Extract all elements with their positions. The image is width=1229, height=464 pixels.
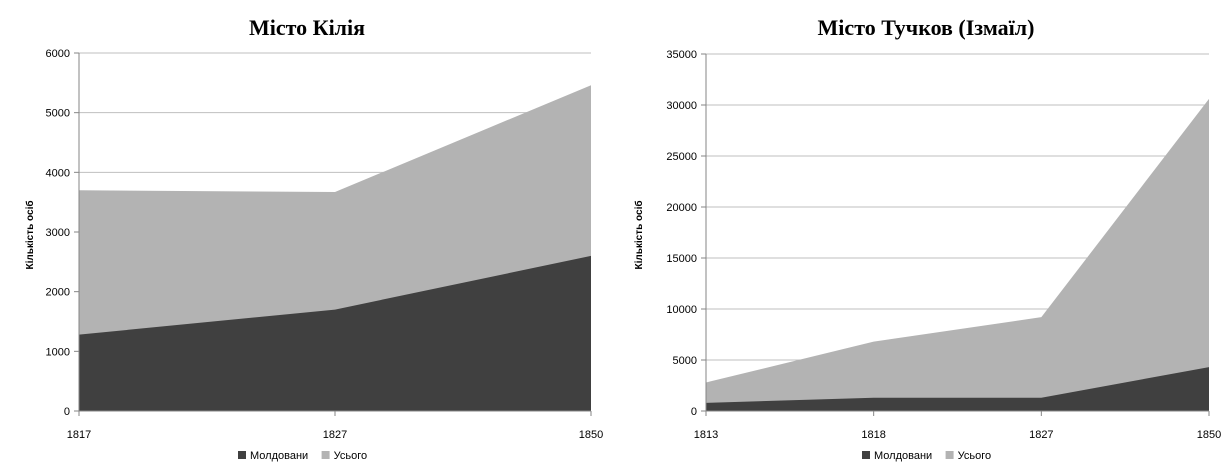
y-tick-label: 35000 xyxy=(666,49,697,61)
x-tick-label: 1850 xyxy=(1197,429,1221,441)
y-tick-label: 3000 xyxy=(46,227,70,239)
chart-title: Місто Кілія xyxy=(249,15,365,40)
x-tick-label: 1817 xyxy=(67,429,91,441)
area-moldovans xyxy=(79,255,591,411)
legend-label-total: Усього xyxy=(334,450,368,462)
y-tick-label: 6000 xyxy=(46,48,70,60)
area-moldovans xyxy=(706,367,1209,411)
x-tick-labels: 1813 1818 1827 1850 xyxy=(694,429,1221,441)
chart-kiliia-svg: Місто Кілія 0 1000 2000 3000 4000 5000 6000 18… xyxy=(24,15,603,462)
x-tick-label: 1818 xyxy=(861,429,885,441)
chart-kiliia: Місто Кілія 0 1000 2000 3000 4000 5000 6000 18… xyxy=(0,0,614,464)
axes xyxy=(74,52,592,416)
y-tick-label: 20000 xyxy=(666,202,697,214)
y-tick-label: 1000 xyxy=(46,346,70,358)
y-tick-label: 10000 xyxy=(666,304,697,316)
y-tick-label: 5000 xyxy=(46,108,70,120)
y-tick-label: 4000 xyxy=(46,167,70,179)
legend-swatch-moldovans xyxy=(862,451,870,459)
y-tick-label: 15000 xyxy=(666,253,697,265)
y-tick-labels: 0 1000 2000 3000 4000 5000 6000 xyxy=(46,48,70,418)
y-axis-title: Кількість осіб xyxy=(24,200,36,269)
area-series xyxy=(706,98,1209,411)
legend: Молдовани Усього xyxy=(238,450,367,462)
y-tick-label: 30000 xyxy=(666,100,697,112)
chart-tuchkov-svg: Місто Тучков (Ізмаїл) 0 5000 10000 15000 200… xyxy=(633,15,1221,462)
legend-swatch-moldovans xyxy=(238,451,246,459)
legend-swatch-total xyxy=(321,451,330,459)
y-tick-label: 25000 xyxy=(666,151,697,163)
y-tick-label: 5000 xyxy=(673,355,697,367)
legend-label-moldovans: Молдовани xyxy=(874,450,932,462)
x-tick-labels: 1817 1827 1850 xyxy=(67,429,603,441)
y-tick-labels: 0 5000 10000 15000 20000 25000 30000 35000 xyxy=(666,49,697,418)
x-tick-label: 1850 xyxy=(579,429,603,441)
area-total xyxy=(706,98,1209,411)
y-tick-label: 0 xyxy=(691,406,697,418)
area-series xyxy=(79,85,591,411)
legend-label-total: Усього xyxy=(958,450,992,462)
y-tick-label: 0 xyxy=(64,406,70,418)
x-tick-label: 1827 xyxy=(1029,429,1053,441)
y-tick-label: 2000 xyxy=(46,287,70,299)
legend: Молдовани Усього xyxy=(862,450,991,462)
x-tick-label: 1827 xyxy=(323,429,347,441)
axes xyxy=(701,53,1210,416)
legend-swatch-total xyxy=(945,451,954,459)
y-axis-title: Кількість осіб xyxy=(633,200,645,269)
chart-title: Місто Тучков (Ізмаїл) xyxy=(818,15,1035,40)
x-tick-label: 1813 xyxy=(694,429,718,441)
chart-tuchkov: Місто Тучков (Ізмаїл) 0 5000 10000 15000 200… xyxy=(614,0,1229,464)
legend-label-moldovans: Молдовани xyxy=(250,450,308,462)
